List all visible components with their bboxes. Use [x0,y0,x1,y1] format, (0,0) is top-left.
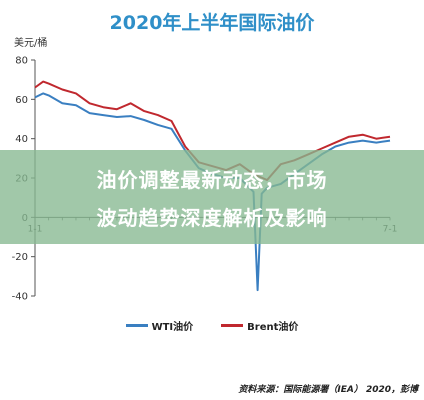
y-tick-label: 60 [15,95,28,106]
chart-legend: WTI油价 Brent油价 [0,318,424,333]
source-note: 资料来源：国际能源署（IEA） 2020，彭博 [238,385,418,395]
legend-item-wti: WTI油价 [125,318,194,333]
y-tick-label: 80 [15,56,28,67]
headline-line-1: 油价调整最新动态，市场 [96,168,328,192]
y-tick-label: -40 [12,292,28,303]
legend-label-brent: Brent油价 [247,322,299,333]
legend-label-wti: WTI油价 [151,322,194,333]
headline-line-2: 波动趋势深度解析及影响 [96,206,328,230]
legend-item-brent: Brent油价 [221,318,298,333]
legend-swatch-wti [125,324,148,327]
y-tick-label: -20 [12,252,28,263]
legend-swatch-brent [221,324,244,327]
y-tick-label: 40 [15,134,28,145]
y-axis-unit-label: 美元/桶 [14,38,48,49]
headline-overlay-banner: 油价调整最新动态，市场 波动趋势深度解析及影响 [0,150,424,244]
chart-title: 2020年上半年国际油价 [109,12,315,34]
